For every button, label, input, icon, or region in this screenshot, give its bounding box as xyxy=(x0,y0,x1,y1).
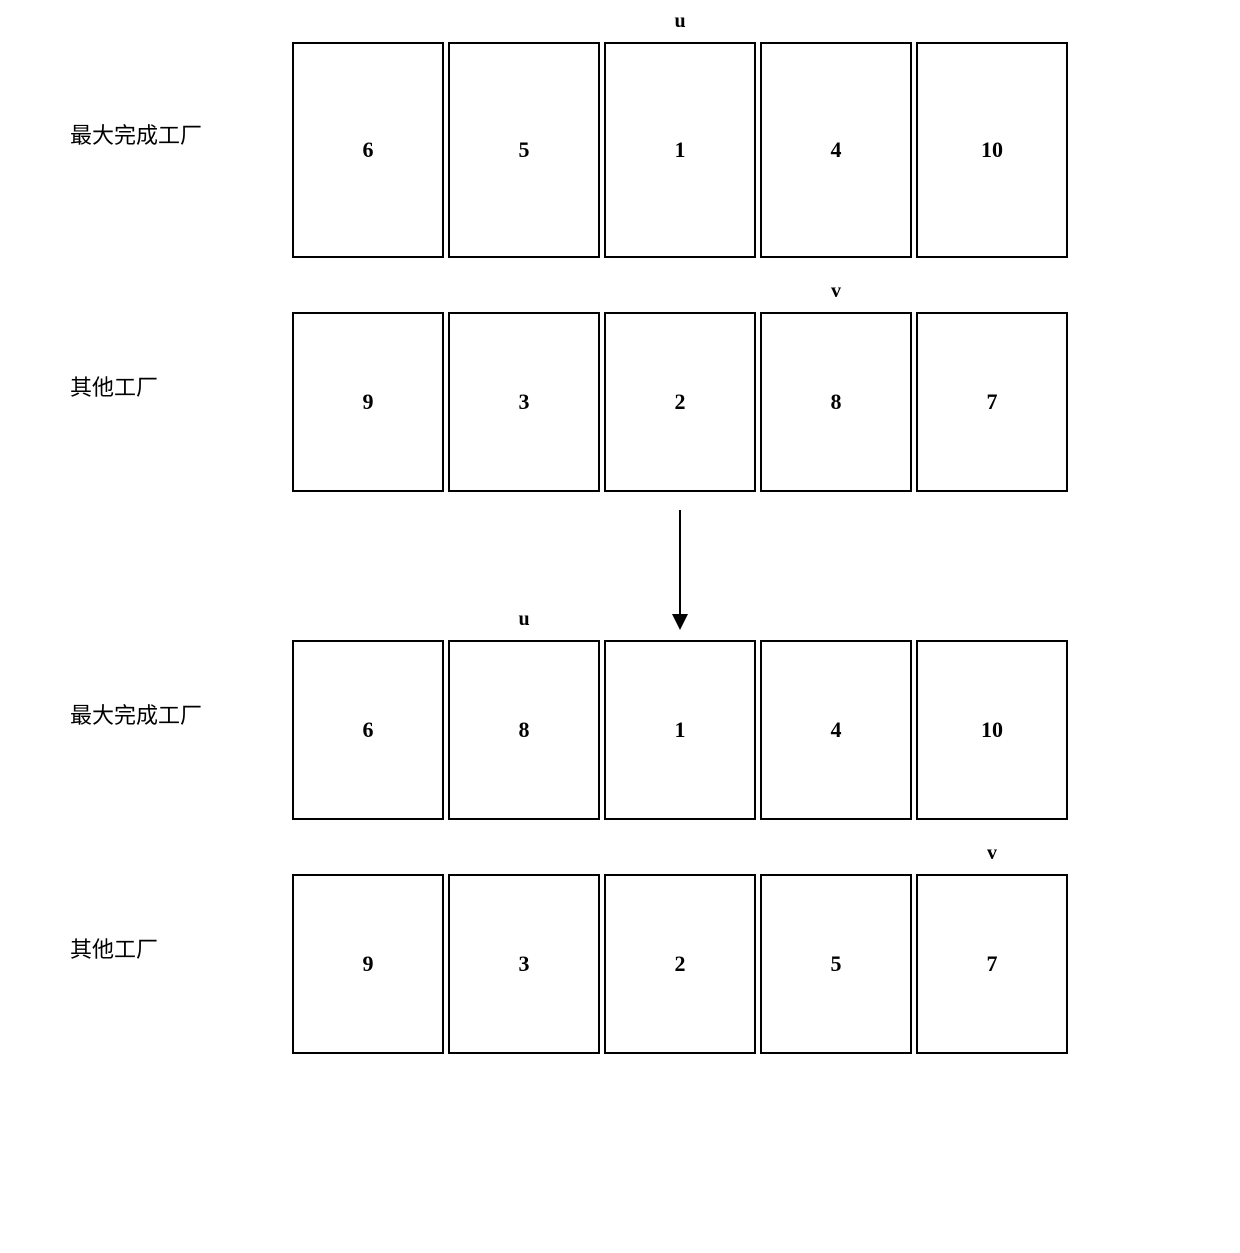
cell: 6 xyxy=(292,640,444,820)
row-label-bottom-other: 其他工厂 xyxy=(60,932,290,964)
marker-spacer xyxy=(290,10,446,36)
cell: 8 xyxy=(448,640,600,820)
cells-bottom-other: 9 3 2 5 7 xyxy=(292,874,1068,1054)
row-label-top-max: 最大完成工厂 xyxy=(60,118,290,150)
cell: 10 xyxy=(916,42,1068,258)
marker-row-top-max: u xyxy=(290,10,1070,36)
cell: 6 xyxy=(292,42,444,258)
marker-v-top: v xyxy=(758,280,914,306)
cell: 4 xyxy=(760,42,912,258)
marker-spacer xyxy=(602,842,758,868)
marker-spacer xyxy=(290,842,446,868)
cell: 2 xyxy=(604,312,756,492)
marker-spacer xyxy=(914,10,1070,36)
row-bottom-other: 其他工厂 v 9 3 2 5 7 xyxy=(60,842,1180,1054)
cell: 8 xyxy=(760,312,912,492)
cells-wrapper-top-max: u 6 5 1 4 10 xyxy=(290,10,1070,258)
cell: 3 xyxy=(448,312,600,492)
marker-row-bottom-other: v xyxy=(290,842,1070,868)
row-top-max: 最大完成工厂 u 6 5 1 4 10 xyxy=(60,10,1180,258)
cells-bottom-max: 6 8 1 4 10 xyxy=(292,640,1068,820)
cell: 3 xyxy=(448,874,600,1054)
row-label-top-other: 其他工厂 xyxy=(60,370,290,402)
cell: 7 xyxy=(916,874,1068,1054)
row-top-other: 其他工厂 v 9 3 2 8 7 xyxy=(60,280,1180,492)
cells-wrapper-top-other: v 9 3 2 8 7 xyxy=(290,280,1070,492)
cell: 1 xyxy=(604,42,756,258)
marker-spacer xyxy=(446,842,602,868)
marker-spacer xyxy=(602,280,758,306)
marker-spacer xyxy=(290,280,446,306)
cell: 7 xyxy=(916,312,1068,492)
row-bottom-max: 最大完成工厂 u 6 8 1 4 10 xyxy=(60,608,1180,820)
down-arrow-icon xyxy=(670,510,690,630)
marker-u-top: u xyxy=(602,10,758,36)
marker-v-bottom: v xyxy=(914,842,1070,868)
marker-spacer xyxy=(446,10,602,36)
marker-spacer xyxy=(758,842,914,868)
cell: 5 xyxy=(448,42,600,258)
cell: 4 xyxy=(760,640,912,820)
cells-wrapper-bottom-max: u 6 8 1 4 10 xyxy=(290,608,1070,820)
marker-spacer xyxy=(758,10,914,36)
cells-wrapper-bottom-other: v 9 3 2 5 7 xyxy=(290,842,1070,1054)
cell: 1 xyxy=(604,640,756,820)
marker-spacer xyxy=(914,280,1070,306)
arrow-holder xyxy=(290,510,1070,630)
cell: 2 xyxy=(604,874,756,1054)
marker-row-top-other: v xyxy=(290,280,1070,306)
cell: 10 xyxy=(916,640,1068,820)
diagram-page: 最大完成工厂 u 6 5 1 4 10 其他工厂 xyxy=(0,0,1240,1084)
row-label-bottom-max: 最大完成工厂 xyxy=(60,698,290,730)
cells-top-max: 6 5 1 4 10 xyxy=(292,42,1068,258)
cell: 5 xyxy=(760,874,912,1054)
cells-top-other: 9 3 2 8 7 xyxy=(292,312,1068,492)
cell: 9 xyxy=(292,312,444,492)
marker-spacer xyxy=(446,280,602,306)
cell: 9 xyxy=(292,874,444,1054)
